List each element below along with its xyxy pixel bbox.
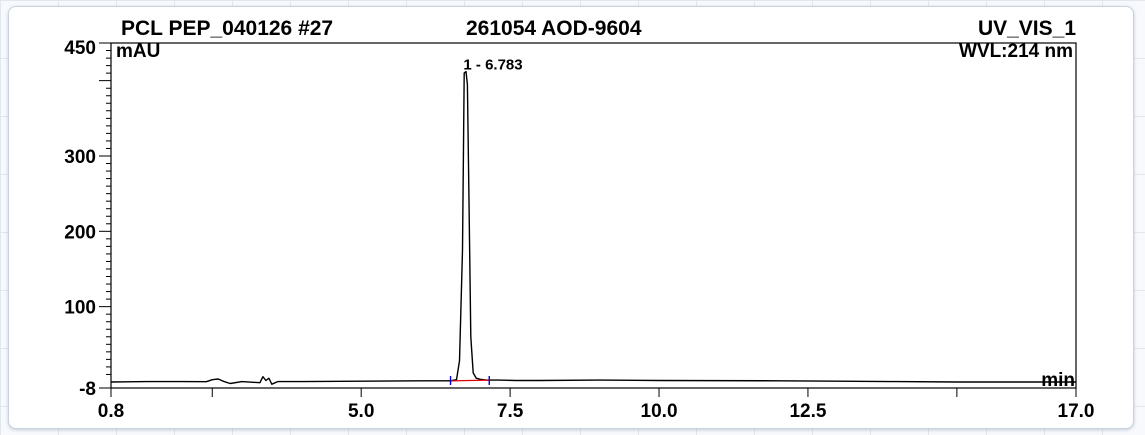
peak-label: 1 - 6.783 [463, 57, 522, 74]
y-tick-label: 450 [64, 38, 96, 59]
header-channel: UV_VIS_1 [978, 17, 1076, 40]
plot-area [110, 42, 1077, 389]
y-tick-label: -8 [79, 379, 96, 400]
axes [99, 42, 1077, 397]
y-axis-label: mAU [116, 41, 160, 62]
labels-layer: PCL PEP_040126 #27 261054 AOD-9604 UV_VI… [64, 17, 1094, 422]
header-sample: PCL PEP_040126 #27 [121, 17, 333, 40]
y-tick-label: 300 [64, 147, 96, 168]
y-tick-label: 200 [64, 222, 96, 243]
x-tick-label: 5.0 [348, 401, 374, 422]
chromatogram-chart: PCL PEP_040126 #27 261054 AOD-9604 UV_VI… [64, 17, 1094, 422]
x-axis-label: min [1041, 370, 1075, 391]
chart-frame: PCL PEP_040126 #27 261054 AOD-9604 UV_VI… [8, 6, 1134, 429]
header-id: 261054 AOD-9604 [466, 17, 642, 40]
series-layer [110, 70, 1076, 385]
x-tick-label: 12.5 [789, 401, 826, 422]
x-tick-label: 7.5 [497, 401, 524, 422]
x-tick-label: 17.0 [1058, 401, 1095, 422]
y-tick-label: 100 [64, 298, 96, 319]
trace-line [110, 70, 1076, 385]
wavelength-label: WVL:214 nm [959, 41, 1073, 62]
x-tick-label: 0.8 [98, 401, 124, 422]
peak-baseline [450, 379, 490, 382]
x-tick-label: 10.0 [641, 401, 678, 422]
